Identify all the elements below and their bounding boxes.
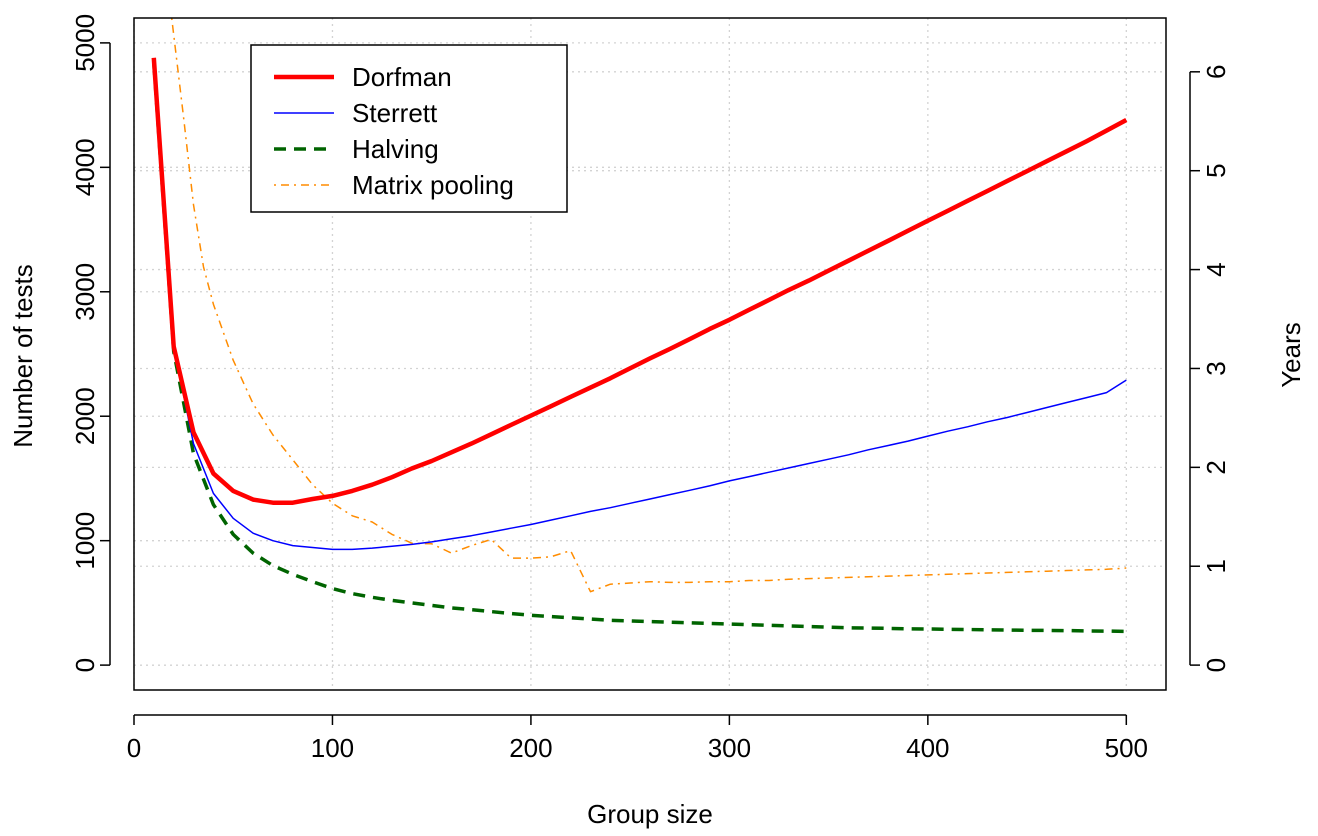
y-right-axis-title: Years [1276, 322, 1306, 388]
y-tick-label: 4000 [70, 138, 100, 196]
legend-box [250, 44, 568, 213]
legend-label: Sterrett [352, 98, 438, 128]
y-right-tick-label: 2 [1201, 460, 1231, 474]
x-tick-label: 300 [708, 733, 751, 763]
legend: Dorfman Sterrett Halving Matrix pooling [250, 44, 568, 213]
x-tick-label: 0 [127, 733, 141, 763]
x-tick-label: 400 [906, 733, 949, 763]
y-tick-label: 2000 [70, 387, 100, 445]
legend-label: Halving [352, 134, 439, 164]
series-line-sterrett [153, 62, 1127, 551]
y-tick-label: 1000 [70, 512, 100, 570]
series-line-dorfman [151, 57, 1128, 505]
series-layer [151, 18, 1128, 634]
y-tick-label: 5000 [70, 14, 100, 72]
y-right-tick-label: 3 [1201, 361, 1231, 375]
x-tick-label: 100 [311, 733, 354, 763]
series-line-halving [152, 62, 1127, 634]
y-axis-title: Number of tests [8, 264, 38, 448]
x-tick-label: 500 [1105, 733, 1148, 763]
y-right-tick-label: 6 [1201, 65, 1231, 79]
legend-label: Matrix pooling [352, 170, 514, 200]
grid [133, 18, 1166, 690]
y-right-tick-label: 1 [1201, 559, 1231, 573]
y-tick-label: 0 [70, 658, 100, 672]
y-right-tick-label: 5 [1201, 163, 1231, 177]
y-right-tick-label: 4 [1201, 262, 1231, 276]
y-tick-label: 3000 [70, 263, 100, 321]
x-axis-title: Group size [587, 799, 713, 829]
plot-frame [133, 17, 1167, 691]
y-right-tick-label: 0 [1201, 658, 1231, 672]
legend-label: Dorfman [352, 62, 452, 92]
x-tick-label: 200 [509, 733, 552, 763]
series-line-matrix-pooling [170, 18, 1127, 593]
axes: 0 100 200 300 400 500010002000300040005000012… [70, 14, 1231, 763]
